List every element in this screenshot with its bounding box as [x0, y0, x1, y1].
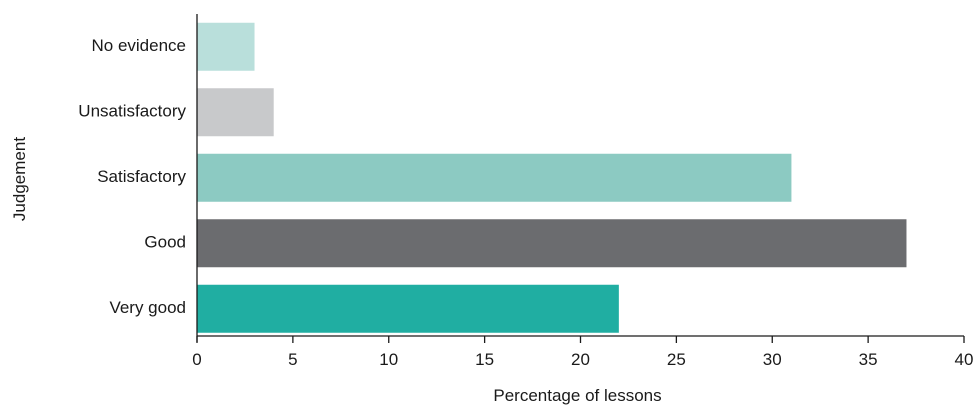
x-tick-label-25: 25 [667, 350, 686, 369]
x-tick-label-20: 20 [571, 350, 590, 369]
bar-very-good [197, 284, 619, 333]
category-label-very-good: Very good [109, 298, 186, 317]
x-axis-title: Percentage of lessons [493, 386, 661, 405]
x-ticks: 0 5 10 15 20 25 30 35 40 [192, 336, 973, 369]
x-tick-label-30: 30 [763, 350, 782, 369]
bar-no-evidence [197, 22, 255, 71]
category-label-satisfactory: Satisfactory [97, 167, 186, 186]
bars-layer [197, 22, 907, 333]
x-tick-label-0: 0 [192, 350, 201, 369]
bar-unsatisfactory [197, 88, 274, 137]
category-labels: No evidence Unsatisfactory Satisfactory Goo… [78, 36, 186, 317]
x-tick-label-10: 10 [379, 350, 398, 369]
bar-satisfactory [197, 153, 792, 202]
category-label-good: Good [144, 233, 186, 252]
x-tick-label-5: 5 [288, 350, 297, 369]
x-tick-label-15: 15 [475, 350, 494, 369]
y-axis-title: Judgement [10, 137, 29, 221]
category-label-no-evidence: No evidence [91, 36, 186, 55]
bar-good [197, 219, 907, 268]
x-tick-label-40: 40 [955, 350, 974, 369]
category-label-unsatisfactory: Unsatisfactory [78, 102, 186, 121]
x-tick-label-35: 35 [859, 350, 878, 369]
